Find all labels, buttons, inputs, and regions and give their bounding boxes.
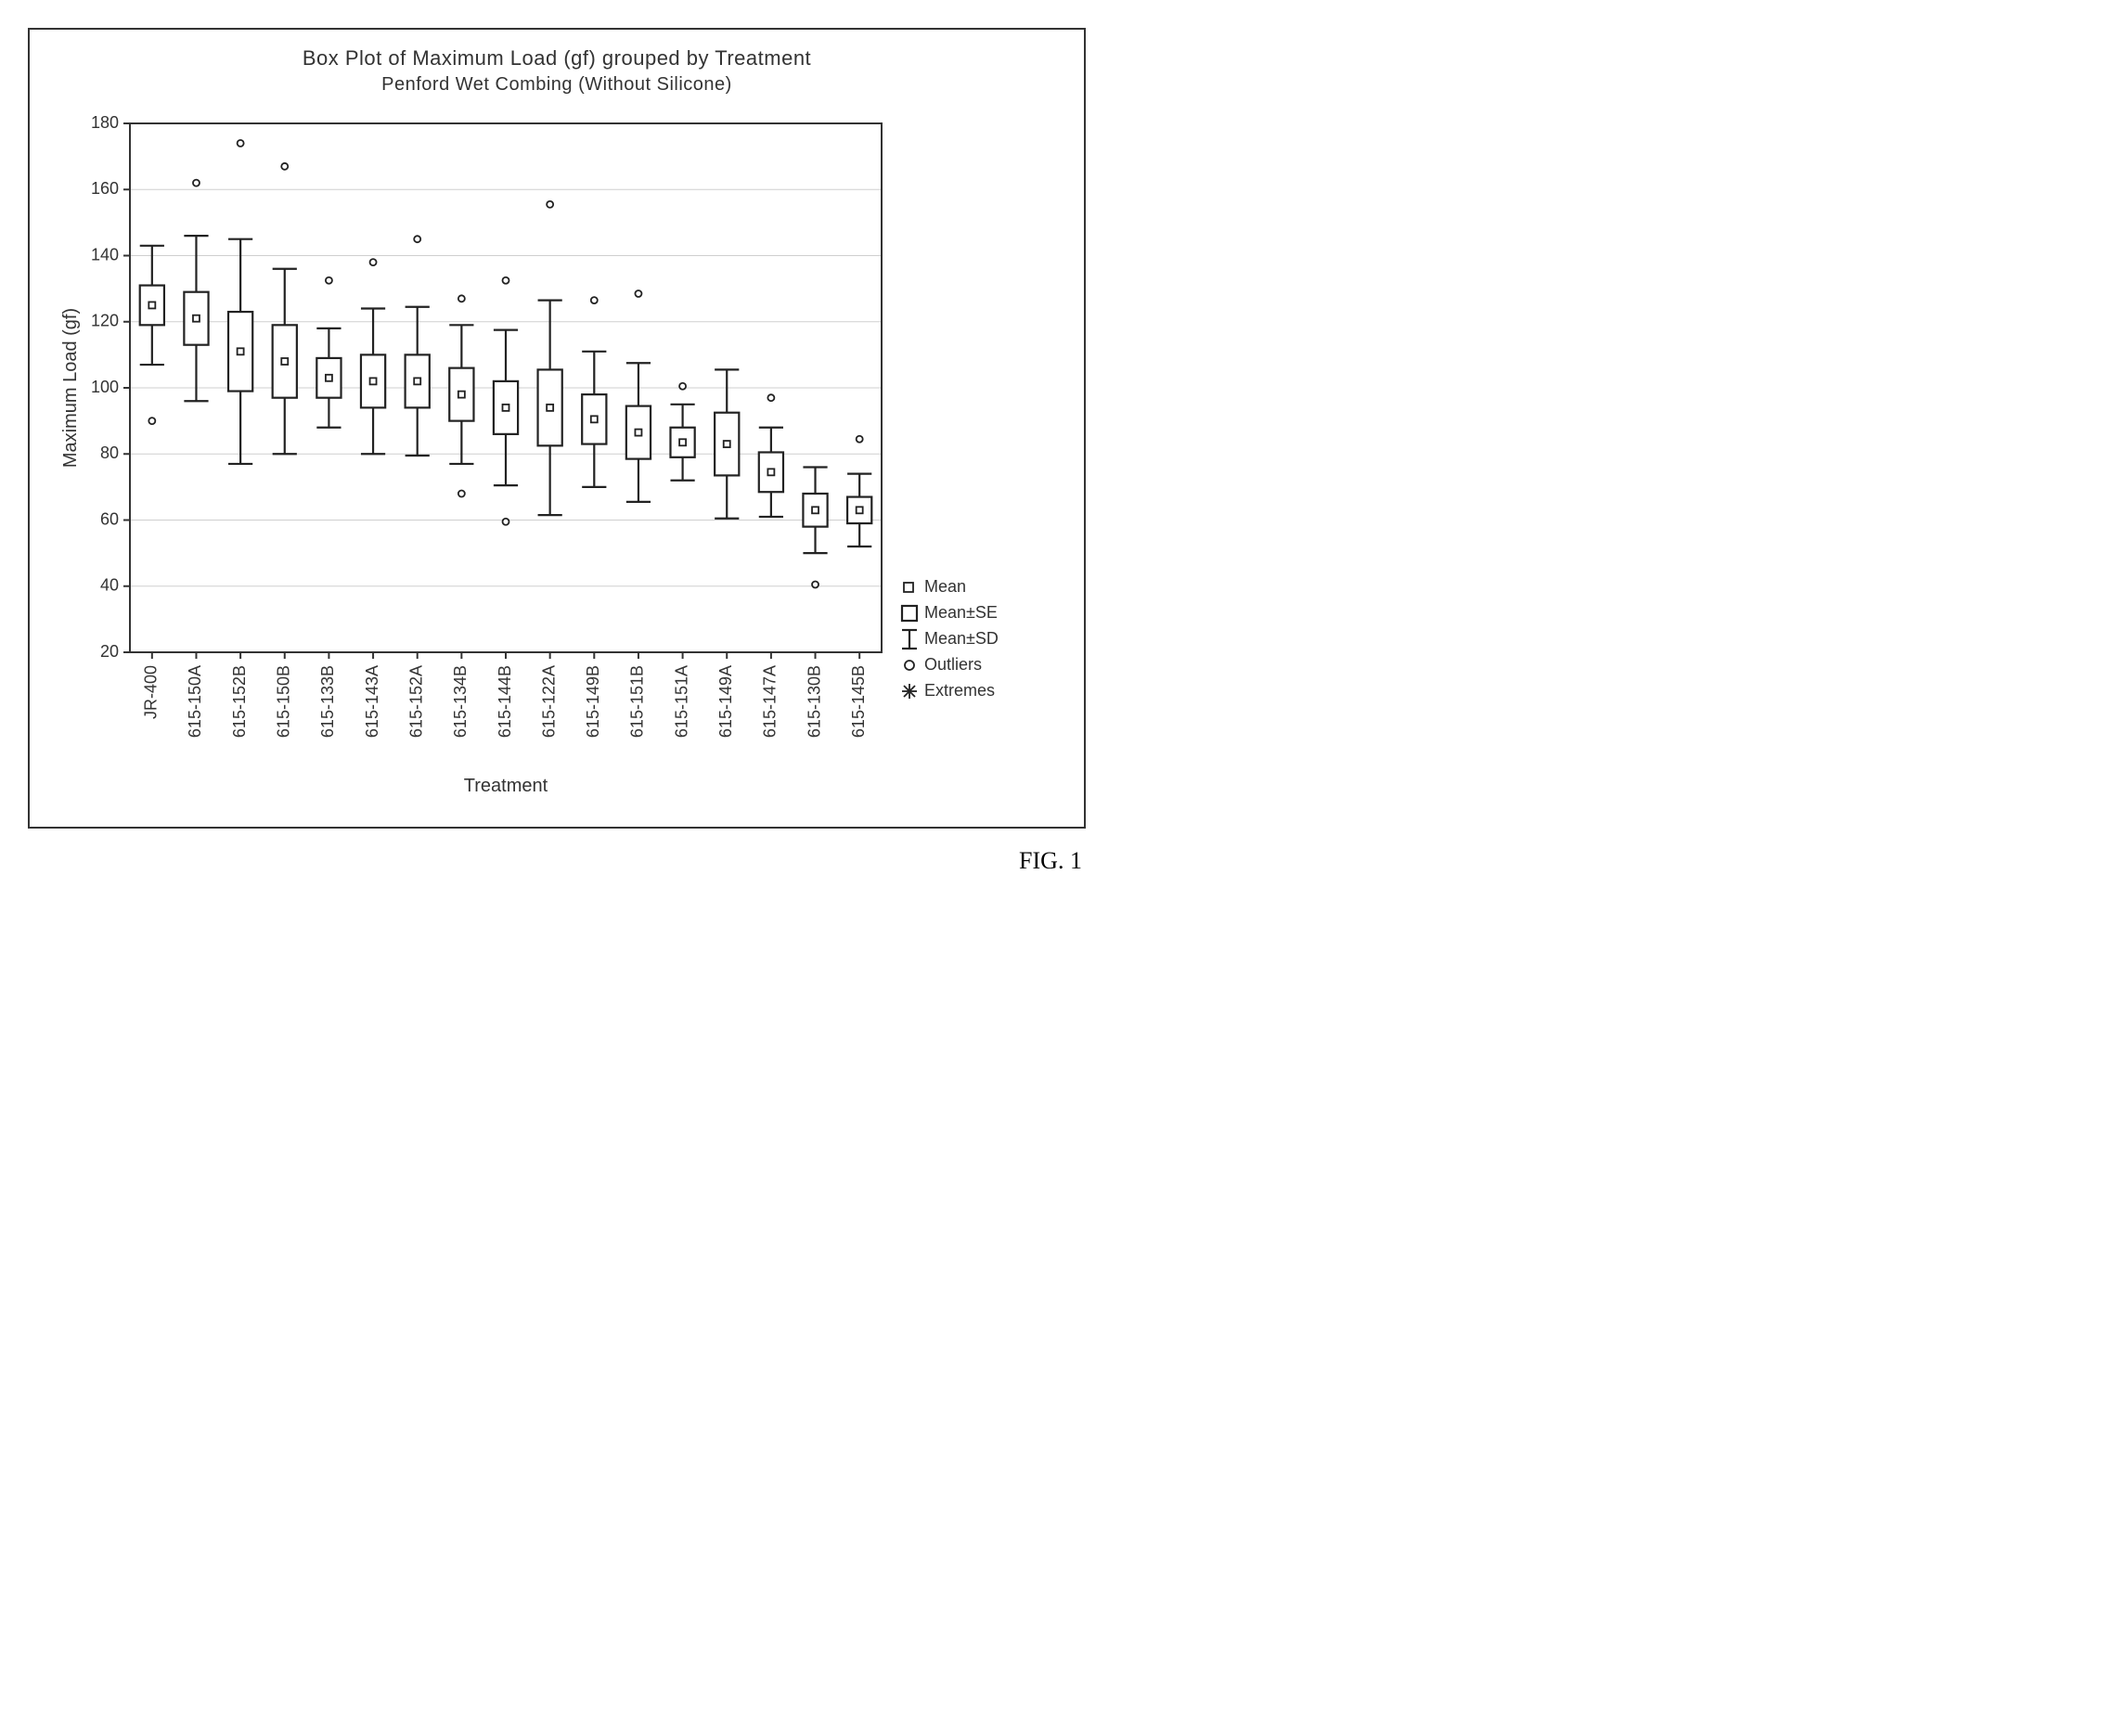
svg-text:20: 20 [100,642,119,661]
boxplot-svg: 20 40 60 80 100 120 140 160 180 Maximum Load (gf)… [46,105,1067,810]
svg-text:Mean±SD: Mean±SD [924,629,999,648]
svg-text:Maximum Load (gf): Maximum Load (gf) [60,308,81,468]
svg-text:615-150B: 615-150B [275,665,293,738]
figure-label: FIG. 1 [28,847,2073,875]
chart-title: Box Plot of Maximum Load (gf) grouped by… [46,46,1067,71]
svg-text:160: 160 [91,179,119,198]
svg-text:140: 140 [91,245,119,264]
svg-text:Mean: Mean [924,577,966,596]
chart-container: Box Plot of Maximum Load (gf) grouped by… [46,46,1067,810]
svg-text:615-144B: 615-144B [496,665,514,738]
chart-subtitle: Penford Wet Combing (Without Silicone) [46,74,1067,96]
figure-frame: Box Plot of Maximum Load (gf) grouped by… [28,28,1086,829]
svg-text:120: 120 [91,312,119,330]
svg-text:100: 100 [91,378,119,396]
svg-text:615-149A: 615-149A [716,665,735,738]
svg-text:615-151B: 615-151B [628,665,647,738]
svg-text:615-152A: 615-152A [406,665,425,738]
svg-text:615-147A: 615-147A [761,665,780,738]
svg-text:40: 40 [100,576,119,595]
svg-text:615-152B: 615-152B [230,665,249,738]
svg-text:180: 180 [91,113,119,132]
svg-text:615-145B: 615-145B [849,665,868,738]
svg-text:615-150A: 615-150A [186,665,204,738]
svg-text:Extremes: Extremes [924,681,995,700]
svg-text:615-151A: 615-151A [672,665,690,738]
svg-text:615-134B: 615-134B [451,665,470,738]
svg-text:615-133B: 615-133B [318,665,337,738]
svg-text:JR-400: JR-400 [142,665,161,719]
svg-text:615-149B: 615-149B [584,665,602,738]
svg-text:615-130B: 615-130B [805,665,823,738]
svg-text:615-143A: 615-143A [363,665,381,738]
svg-text:Treatment: Treatment [464,776,548,796]
svg-text:Mean±SE: Mean±SE [924,603,998,622]
svg-text:80: 80 [100,444,119,462]
svg-text:Outliers: Outliers [924,655,982,674]
svg-text:615-122A: 615-122A [539,665,558,738]
svg-text:60: 60 [100,509,119,528]
